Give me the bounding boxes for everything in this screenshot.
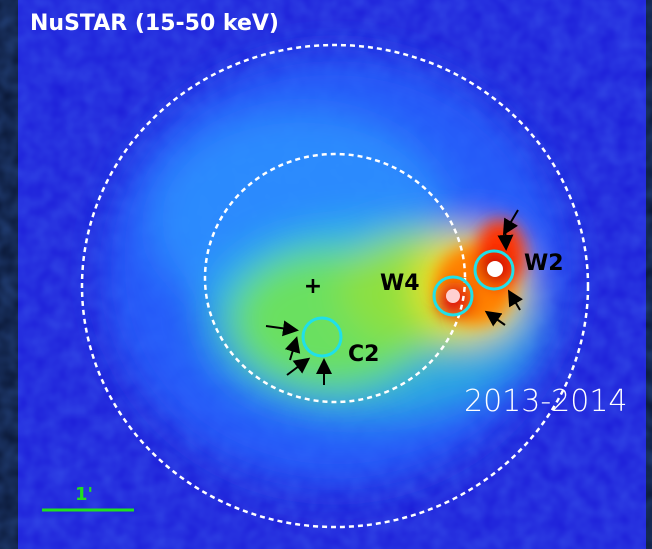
center-marker: +: [304, 274, 322, 299]
title: NuSTAR (15-50 keV): [30, 11, 279, 36]
epoch: 2013-2014: [464, 384, 628, 419]
c2-label: C2: [348, 342, 379, 367]
scale-label: 1': [75, 484, 93, 505]
image: NuSTAR (15-50 keV) + W4 W2 C2 2013-2014 …: [0, 0, 652, 549]
source-core: [446, 289, 460, 303]
w4-label: W4: [380, 271, 420, 296]
source-core: [487, 261, 503, 277]
w2-label: W2: [524, 251, 564, 276]
